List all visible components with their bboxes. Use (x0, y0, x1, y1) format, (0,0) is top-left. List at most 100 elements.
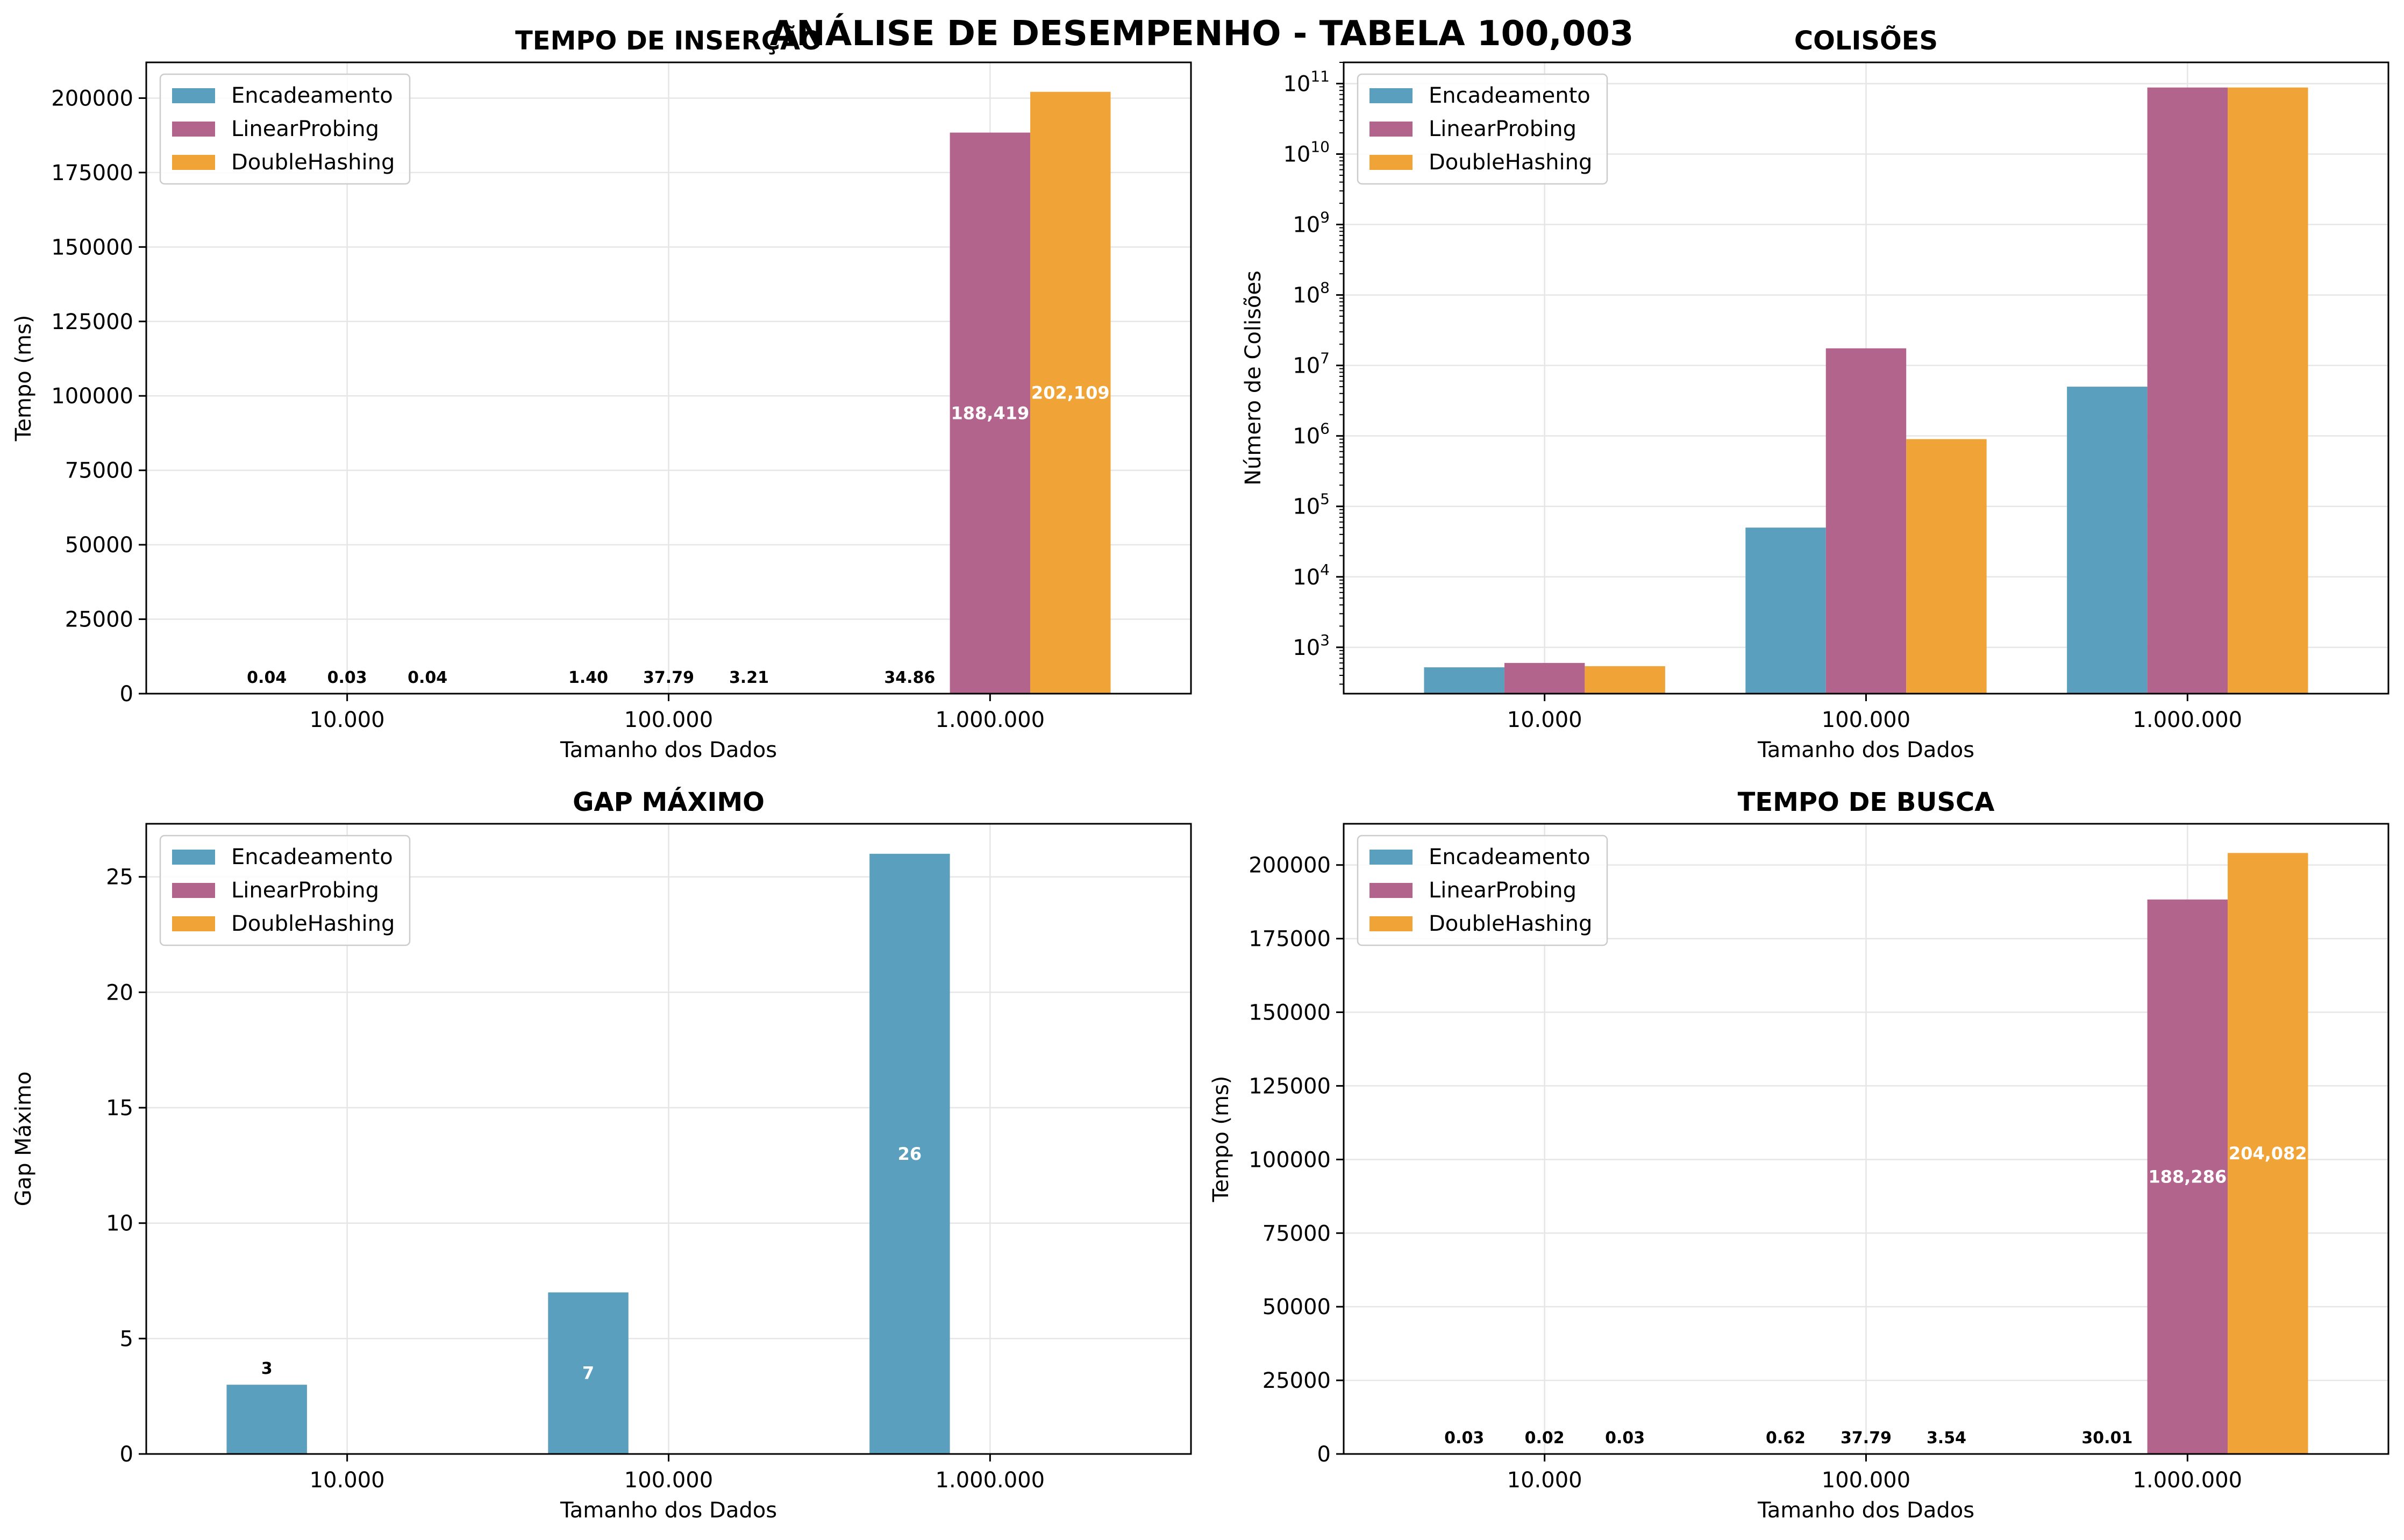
y-axis-label: Tempo (ms) (1209, 1076, 1233, 1203)
data-label: 0.03 (327, 668, 367, 687)
legend-label: Encadeamento (231, 83, 393, 108)
data-label: 1.40 (568, 668, 608, 687)
data-label: 202,109 (1031, 382, 1110, 403)
y-axis: 103 104 105 106 107 108 109 1010 1011 (1283, 62, 1344, 685)
legend-box (1357, 73, 1608, 185)
y-tick-label: 105 (1293, 490, 1330, 519)
y-tick-label: 75000 (65, 459, 133, 483)
legend-label: Encadeamento (1429, 83, 1590, 108)
data-label: 3 (261, 1359, 273, 1378)
panel-title: TEMPO DE BUSCA (1738, 787, 1995, 817)
legend: Encadeamento LinearProbing DoubleHashing (159, 73, 411, 185)
data-label: 0.02 (1525, 1429, 1565, 1448)
y-tick-label: 1010 (1283, 138, 1330, 167)
legend: Encadeamento LinearProbing DoubleHashing (1357, 835, 1608, 946)
data-label: 30.01 (2081, 1429, 2132, 1448)
panel-title: GAP MÁXIMO (573, 787, 765, 817)
y-tick-label: 100000 (51, 384, 133, 409)
data-label: 0.04 (408, 668, 447, 687)
y-tick-label: 25000 (65, 608, 133, 632)
data-label: 34.86 (884, 668, 935, 687)
legend-label: LinearProbing (231, 117, 379, 141)
y-tick-label: 0 (120, 682, 133, 707)
bar (226, 1385, 307, 1454)
bar (1585, 666, 1665, 694)
x-axis: 10.000 100.000 1.000.000 (310, 1454, 1045, 1493)
y-tick-label: 0 (120, 1442, 133, 1467)
figure-title: ANÁLISE DE DESEMPENHO - TABELA 100,003 (770, 13, 1634, 54)
y-tick-label: 104 (1293, 561, 1330, 590)
y-axis: 0 5 10 15 20 25 (106, 865, 146, 1467)
legend-swatch (1369, 155, 1413, 170)
y-tick-label: 108 (1293, 279, 1330, 308)
legend-swatch (172, 88, 215, 103)
y-axis-label: Tempo (ms) (11, 315, 36, 442)
data-label: 37.79 (1841, 1429, 1892, 1448)
bar (869, 853, 950, 1454)
legend-swatch (1369, 850, 1413, 865)
y-tick-label: 25 (106, 865, 133, 890)
y-axis: 0 25000 50000 75000 100000 125000 150000 175000… (1249, 853, 1344, 1467)
x-axis-label: Tamanho dos Dados (560, 738, 777, 762)
y-tick-label: 200000 (51, 86, 133, 111)
legend-label: DoubleHashing (1429, 150, 1592, 175)
x-axis: 10.000 100.000 1.000.000 (310, 694, 1045, 732)
legend-label: Encadeamento (231, 845, 393, 869)
chart-panel-3: 3 7 26 10.000 100.000 1.000.000 0 5 10 15 20 25 Tama… (11, 787, 1192, 1523)
y-tick-label: 175000 (51, 161, 133, 186)
legend: Encadeamento LinearProbing DoubleHashing (1357, 73, 1608, 185)
y-axis-label: Gap Máximo (11, 1072, 36, 1207)
bar (2147, 87, 2228, 694)
x-tick-label: 100.000 (1822, 708, 1910, 732)
y-axis-label: Número de Colisões (1241, 270, 1266, 486)
data-label: 0.03 (1444, 1429, 1484, 1448)
data-labels: 0.03 0.62 30.01 0.02 37.79 188,286 0.03 3.54 204… (1444, 1143, 2307, 1448)
bar (548, 1292, 629, 1454)
bar (950, 132, 1031, 694)
legend-swatch (172, 850, 215, 865)
legend-swatch (1369, 88, 1413, 103)
chart-panel-4: 0.03 0.62 30.01 0.02 37.79 188,286 0.03 3.54 204… (1209, 787, 2389, 1523)
legend-box (159, 73, 411, 185)
legend-swatch (1369, 916, 1413, 931)
y-tick-label: 50000 (1262, 1295, 1331, 1320)
x-tick-label: 1.000.000 (936, 1468, 1045, 1493)
legend-swatch (172, 883, 215, 898)
x-axis: 10.000 100.000 1.000.000 (1507, 1454, 2242, 1493)
data-label: 0.62 (1766, 1429, 1806, 1448)
y-tick-label: 150000 (51, 235, 133, 260)
y-tick-label: 100000 (1249, 1147, 1331, 1172)
data-label: 188,419 (951, 403, 1029, 423)
data-label: 37.79 (643, 668, 694, 687)
x-tick-label: 10.000 (1507, 1468, 1582, 1493)
bars (226, 91, 1111, 694)
legend-label: Encadeamento (1429, 845, 1590, 869)
y-tick-label: 0 (1317, 1442, 1331, 1467)
x-axis: 10.000 100.000 1.000.000 (1507, 694, 2242, 732)
x-tick-label: 1.000.000 (2133, 708, 2243, 732)
x-axis-label: Tamanho dos Dados (560, 1498, 777, 1523)
panel-title: COLISÕES (1794, 25, 1938, 56)
legend-label: DoubleHashing (231, 911, 395, 936)
data-label: 0.04 (247, 668, 287, 687)
y-tick-label: 75000 (1262, 1221, 1331, 1246)
legend: Encadeamento LinearProbing DoubleHashing (159, 835, 411, 946)
data-label: 204,082 (2229, 1143, 2307, 1164)
data-label: 26 (898, 1144, 922, 1164)
legend-swatch (172, 916, 215, 931)
y-axis: 0 25000 50000 75000 100000 125000 150000 175000… (51, 86, 146, 707)
bar (1504, 662, 1585, 694)
y-tick-label: 10 (106, 1211, 133, 1236)
x-tick-label: 100.000 (624, 1468, 713, 1493)
data-labels: 3 7 26 (261, 1144, 922, 1384)
x-tick-label: 10.000 (310, 708, 385, 732)
x-tick-label: 100.000 (624, 708, 713, 732)
data-label: 7 (582, 1363, 594, 1384)
x-tick-label: 10.000 (1507, 708, 1582, 732)
y-tick-label: 20 (106, 980, 133, 1005)
chart-panel-2: 10.000 100.000 1.000.000 103 104 105 106 107 108… (1241, 25, 2389, 762)
legend-box (159, 835, 411, 946)
y-tick-label: 106 (1293, 420, 1330, 449)
y-tick-label: 109 (1293, 209, 1330, 238)
